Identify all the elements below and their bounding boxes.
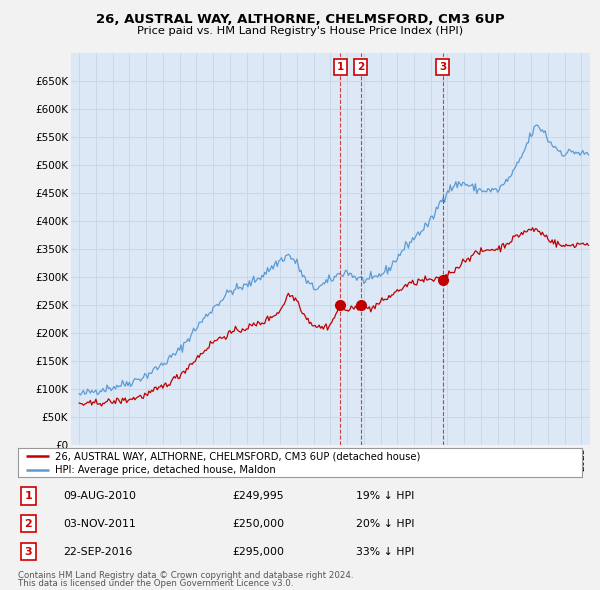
Text: £250,000: £250,000 (232, 519, 284, 529)
Text: 2: 2 (24, 519, 32, 529)
Text: 22-SEP-2016: 22-SEP-2016 (63, 547, 133, 557)
Text: 1: 1 (337, 62, 344, 72)
Text: 20% ↓ HPI: 20% ↓ HPI (356, 519, 415, 529)
Text: HPI: Average price, detached house, Maldon: HPI: Average price, detached house, Mald… (55, 465, 275, 474)
Text: £295,000: £295,000 (232, 547, 284, 557)
Text: 19% ↓ HPI: 19% ↓ HPI (356, 491, 415, 501)
Text: 3: 3 (25, 547, 32, 557)
Text: 1: 1 (24, 491, 32, 501)
Text: 2: 2 (358, 62, 365, 72)
Text: £249,995: £249,995 (232, 491, 284, 501)
Text: 3: 3 (439, 62, 446, 72)
Text: 03-NOV-2011: 03-NOV-2011 (63, 519, 136, 529)
Text: 26, AUSTRAL WAY, ALTHORNE, CHELMSFORD, CM3 6UP (detached house): 26, AUSTRAL WAY, ALTHORNE, CHELMSFORD, C… (55, 451, 420, 461)
Text: Price paid vs. HM Land Registry's House Price Index (HPI): Price paid vs. HM Land Registry's House … (137, 26, 463, 36)
Text: 33% ↓ HPI: 33% ↓ HPI (356, 547, 415, 557)
Text: Contains HM Land Registry data © Crown copyright and database right 2024.: Contains HM Land Registry data © Crown c… (18, 571, 353, 579)
Text: 26, AUSTRAL WAY, ALTHORNE, CHELMSFORD, CM3 6UP: 26, AUSTRAL WAY, ALTHORNE, CHELMSFORD, C… (95, 13, 505, 26)
Text: This data is licensed under the Open Government Licence v3.0.: This data is licensed under the Open Gov… (18, 579, 293, 588)
Text: 09-AUG-2010: 09-AUG-2010 (63, 491, 136, 501)
